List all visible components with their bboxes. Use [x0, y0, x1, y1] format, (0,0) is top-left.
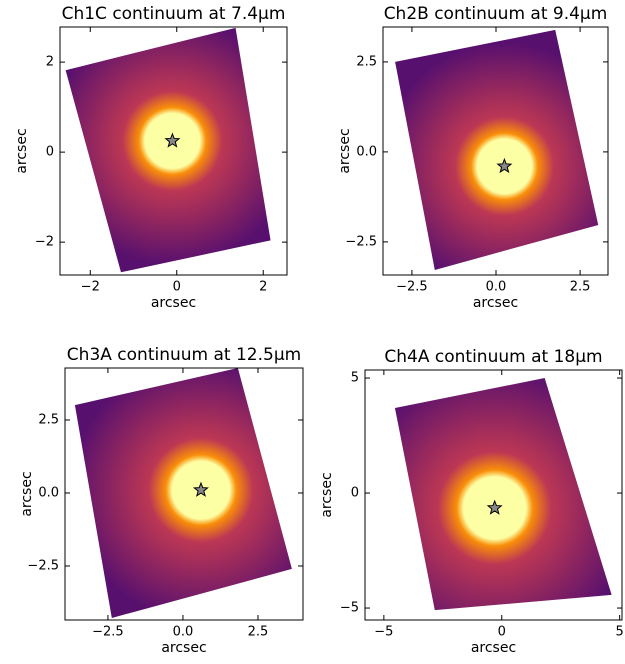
y-axis-label: arcsec: [319, 472, 335, 517]
y-axis-label: arcsec: [337, 128, 353, 173]
star-marker: [164, 132, 181, 148]
x-axis-label: arcsec: [151, 295, 196, 311]
axes-frame: [382, 26, 609, 276]
x-tick-label: −2.5: [396, 280, 428, 295]
star-marker: [496, 157, 513, 174]
y-tick-label: 5: [351, 371, 359, 386]
panel-title: Ch1C continuum at 7.4μm: [62, 4, 286, 24]
y-tick-label: 0.0: [38, 485, 59, 500]
y-tick-label: 0: [351, 486, 359, 501]
y-axis-label: arcsec: [14, 128, 30, 173]
panel-title: Ch3A continuum at 12.5μm: [67, 345, 301, 365]
star-marker: [486, 499, 503, 515]
x-tick-label: 2.5: [248, 625, 269, 640]
x-tick-label: 0.0: [173, 625, 194, 640]
x-tick-label: −2: [81, 280, 100, 295]
panel-title: Ch4A continuum at 18μm: [384, 347, 602, 367]
y-tick-label: 0.0: [356, 144, 377, 159]
y-tick-label: −2.5: [345, 234, 377, 249]
x-tick-label: 5: [616, 625, 624, 640]
y-tick-label: −2: [35, 235, 54, 250]
y-tick-label: 2.5: [356, 54, 377, 69]
x-axis-label: arcsec: [473, 295, 518, 311]
panel-title: Ch2B continuum at 9.4μm: [384, 4, 608, 24]
x-tick-label: 2: [259, 280, 267, 295]
footprint: [395, 29, 599, 270]
x-tick-label: 0: [173, 280, 181, 295]
x-tick-label: 0.0: [486, 280, 507, 295]
y-axis-label: arcsec: [19, 471, 35, 516]
y-tick-label: 2: [46, 55, 54, 70]
axes-frame: [59, 26, 288, 276]
axes-frame: [64, 367, 304, 621]
footprint: [394, 378, 612, 611]
footprint: [74, 368, 292, 618]
axes-frame: [364, 369, 623, 621]
x-tick-label: 2.5: [570, 280, 591, 295]
y-tick-label: −5: [340, 601, 359, 616]
x-axis-label: arcsec: [161, 640, 206, 656]
x-axis-label: arcsec: [471, 640, 516, 656]
star-marker: [192, 481, 209, 497]
x-tick-label: 0: [498, 625, 506, 640]
y-tick-label: −2.5: [27, 558, 59, 573]
x-tick-label: −2.5: [92, 625, 124, 640]
x-tick-label: −5: [374, 625, 393, 640]
y-tick-label: 2.5: [38, 412, 59, 427]
footprint: [65, 27, 271, 273]
y-tick-label: 0: [46, 145, 54, 160]
